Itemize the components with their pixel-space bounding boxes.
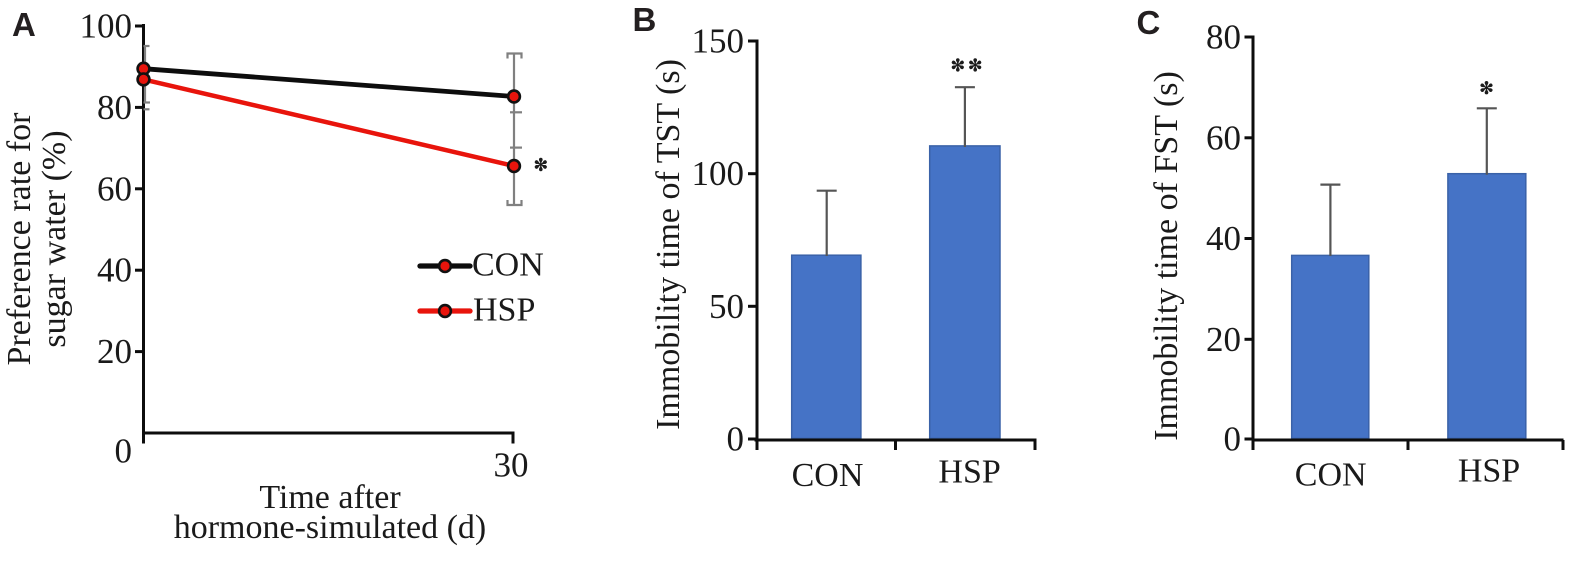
- svg-text:hormone-simulated (d): hormone-simulated (d): [174, 509, 487, 546]
- svg-text:80: 80: [97, 88, 132, 127]
- svg-text:sugar water (%): sugar water (%): [36, 130, 73, 347]
- svg-text:Time after: Time after: [259, 479, 401, 516]
- svg-text:Immobility time of TST (s): Immobility time of TST (s): [650, 59, 687, 430]
- svg-text:20: 20: [1206, 320, 1241, 359]
- svg-text:CON: CON: [1295, 457, 1367, 494]
- svg-text:B: B: [633, 1, 657, 38]
- svg-text:60: 60: [1206, 118, 1241, 157]
- svg-text:100: 100: [80, 7, 133, 46]
- svg-text:60: 60: [97, 169, 132, 208]
- svg-text:HSP: HSP: [473, 292, 535, 329]
- svg-text:CON: CON: [472, 247, 544, 284]
- svg-text:0: 0: [115, 432, 133, 471]
- svg-text:Immobility time of FST (s): Immobility time of FST (s): [1148, 71, 1185, 441]
- svg-text:C: C: [1137, 4, 1161, 41]
- svg-text:150: 150: [692, 22, 745, 61]
- svg-text:40: 40: [97, 251, 132, 290]
- svg-text:0: 0: [727, 420, 745, 459]
- svg-text:20: 20: [97, 332, 132, 371]
- svg-text:Preference rate for: Preference rate for: [1, 112, 38, 366]
- svg-text:100: 100: [692, 154, 745, 193]
- svg-text:CON: CON: [792, 457, 864, 494]
- svg-text:0: 0: [1224, 420, 1242, 459]
- svg-text:30: 30: [494, 446, 529, 485]
- svg-text:50: 50: [709, 287, 744, 326]
- svg-text:HSP: HSP: [938, 454, 1000, 491]
- svg-text:40: 40: [1206, 219, 1241, 258]
- svg-text:HSP: HSP: [1458, 453, 1520, 490]
- svg-text:80: 80: [1206, 18, 1241, 57]
- svg-text:A: A: [12, 6, 36, 43]
